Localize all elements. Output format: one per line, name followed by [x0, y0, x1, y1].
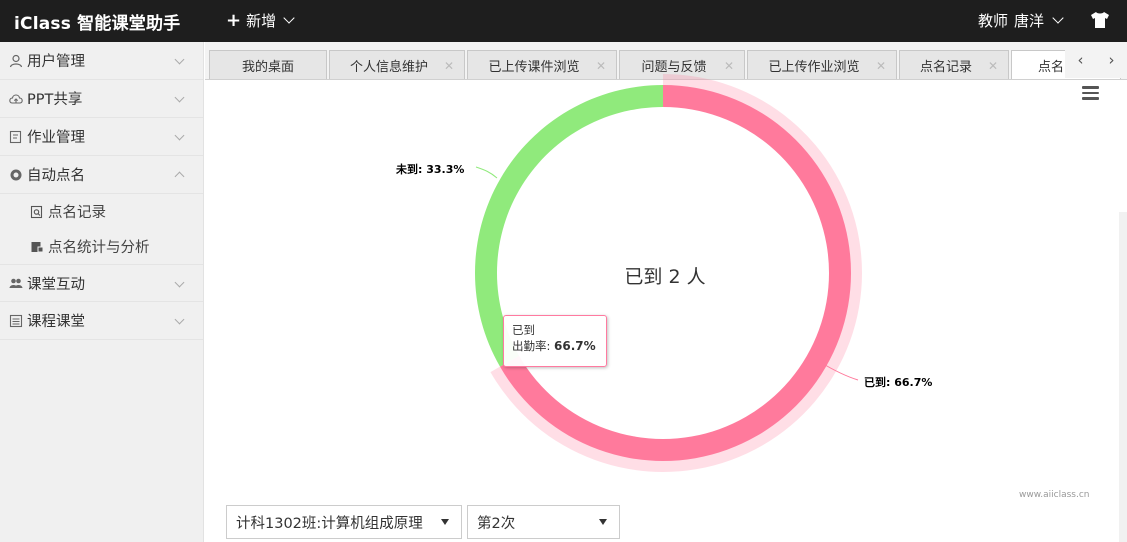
sidebar-item-label: 自动点名 — [27, 168, 85, 184]
close-icon[interactable]: ✕ — [875, 59, 886, 73]
caret-down-icon — [599, 519, 607, 525]
sidebar-item-label: PPT共享 — [27, 92, 83, 108]
tooltip-title: 已到 — [512, 323, 535, 337]
sidebar-item-class-interaction[interactable]: 课堂互动 — [0, 264, 203, 302]
tshirt-icon[interactable] — [1090, 10, 1110, 30]
sidebar-item-homework[interactable]: 作业管理 — [0, 118, 203, 156]
absent-label-connector — [475, 166, 498, 179]
list-icon — [9, 314, 23, 328]
class-select-value: 计科1302班:计算机组成原理 — [236, 515, 423, 532]
tab-label: 我的桌面 — [241, 60, 294, 75]
tab-courseware[interactable]: 已上传课件浏览 ✕ — [467, 50, 617, 79]
sidebar-item-auto-rollcall[interactable]: 自动点名 — [0, 156, 203, 194]
sidebar-item-label: 用户管理 — [27, 54, 85, 70]
absent-data-label: 未到: 33.3% — [396, 163, 465, 176]
tab-label: 已上传课件浏览 — [488, 60, 580, 75]
top-bar: iClass 智能课堂助手 + 新增 教师 唐洋 — [0, 0, 1127, 42]
sidebar-item-label: 作业管理 — [27, 130, 85, 146]
edit-icon — [9, 130, 23, 144]
present-label-connector — [819, 361, 859, 381]
user-role: 教师 — [978, 12, 1009, 30]
tab-homework[interactable]: 已上传作业浏览 ✕ — [747, 50, 897, 79]
tab-label: 点名 — [1038, 60, 1065, 75]
tooltip-row: 出勤率: 66.7% — [512, 339, 596, 353]
sidebar-item-label: 课堂互动 — [27, 276, 85, 293]
close-icon[interactable]: ✕ — [987, 59, 998, 73]
target-icon — [9, 168, 23, 182]
user-menu[interactable]: 教师 唐洋 — [978, 10, 1064, 31]
absent-slice[interactable] — [474, 85, 663, 367]
users-icon — [9, 276, 23, 290]
present-data-label: 已到: 66.7% — [864, 376, 933, 389]
chart-doc-icon — [30, 240, 44, 254]
tab-label: 点名记录 — [919, 60, 972, 75]
close-icon[interactable]: ✕ — [443, 59, 454, 73]
sidebar: 用户管理 PPT共享 作业管理 自动点名 点名记录 点名统计与分析 — [0, 42, 204, 542]
session-select[interactable]: 第2次 — [467, 505, 620, 539]
scrollbar[interactable] — [1119, 212, 1127, 542]
session-select-value: 第2次 — [477, 515, 516, 532]
sidebar-item-ppt-share[interactable]: PPT共享 — [0, 80, 203, 118]
tab-prev-icon[interactable]: ‹ — [1077, 51, 1084, 69]
plus-icon: + — [226, 9, 242, 31]
close-icon[interactable]: ✕ — [723, 59, 734, 73]
tab-nav: ‹ › — [1065, 42, 1127, 78]
chart-credit[interactable]: www.aiiclass.cn — [1019, 490, 1090, 500]
sidebar-subitem-rollcall-records[interactable]: 点名记录 — [0, 194, 203, 229]
tab-next-icon[interactable]: › — [1108, 51, 1115, 69]
search-doc-icon — [30, 205, 44, 219]
chart-center-label: 已到 2 人 — [624, 266, 706, 288]
sidebar-item-courses[interactable]: 课程课堂 — [0, 302, 203, 340]
sidebar-item-user-management[interactable]: 用户管理 — [0, 42, 203, 80]
tab-feedback[interactable]: 问题与反馈 ✕ — [619, 50, 745, 79]
new-label: 新增 — [246, 12, 277, 30]
caret-down-icon — [441, 519, 449, 525]
tab-label: 已上传作业浏览 — [768, 60, 860, 75]
tab-label: 个人信息维护 — [349, 60, 428, 75]
close-icon[interactable]: ✕ — [595, 59, 606, 73]
class-select[interactable]: 计科1302班:计算机组成原理 — [226, 505, 462, 539]
user-name: 唐洋 — [1014, 12, 1045, 30]
content-area — [205, 80, 1127, 542]
tab-profile[interactable]: 个人信息维护 ✕ — [329, 50, 465, 79]
sidebar-subitem-label: 点名记录 — [48, 205, 106, 221]
chart-tooltip: 已到 出勤率: 66.7% — [503, 315, 607, 367]
tab-label: 问题与反馈 — [641, 60, 707, 75]
chart-menu-icon[interactable] — [1082, 86, 1099, 100]
user-icon — [9, 54, 23, 68]
new-button[interactable]: + 新增 — [226, 9, 295, 31]
cloud-upload-icon — [9, 92, 23, 106]
app-brand[interactable]: iClass 智能课堂助手 — [14, 14, 181, 34]
sidebar-item-label: 课程课堂 — [27, 314, 85, 330]
tab-desktop[interactable]: 我的桌面 — [209, 50, 327, 79]
sidebar-subitem-label: 点名统计与分析 — [48, 240, 150, 256]
tab-rollcall-records[interactable]: 点名记录 ✕ — [899, 50, 1009, 79]
sidebar-subitem-rollcall-stats[interactable]: 点名统计与分析 — [0, 229, 203, 264]
